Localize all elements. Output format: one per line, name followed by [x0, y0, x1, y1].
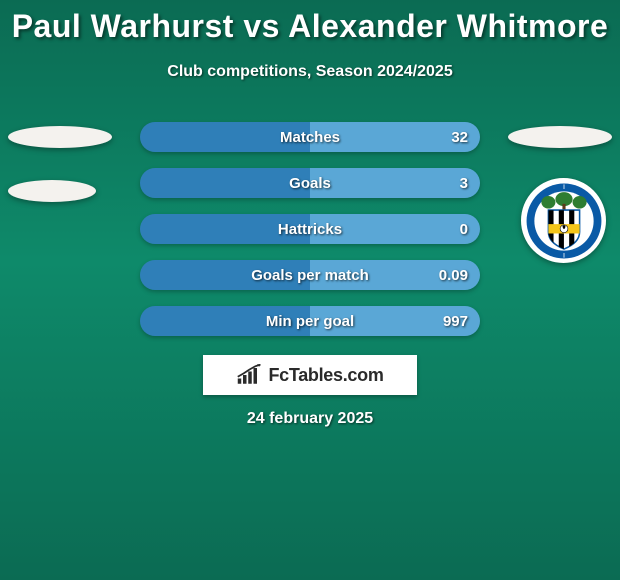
stat-pill-right [310, 122, 480, 152]
stat-pill-left [140, 168, 310, 198]
brand-box[interactable]: FcTables.com [203, 355, 417, 395]
left-placeholder-ellipse [8, 126, 112, 148]
right-placeholder-ellipse [508, 126, 612, 148]
brand-text: FcTables.com [268, 365, 383, 386]
stats-container: Matches32 Goals3 Hattricks0 Goals per match… [140, 122, 480, 352]
stat-pill-right [310, 306, 480, 336]
stat-row: Goals per match0.09 [140, 260, 480, 290]
crest-icon [525, 182, 603, 260]
stat-pill [140, 168, 480, 198]
stat-row: Goals3 [140, 168, 480, 198]
subtitle: Club competitions, Season 2024/2025 [0, 63, 620, 81]
stat-pill-right [310, 168, 480, 198]
stat-pill-right [310, 260, 480, 290]
stat-pill [140, 214, 480, 244]
page-title: Paul Warhurst vs Alexander Whitmore [0, 0, 620, 45]
team-crest-right [521, 178, 606, 263]
stat-pill [140, 306, 480, 336]
stat-pill-right [310, 214, 480, 244]
stat-pill-left [140, 260, 310, 290]
stat-pill [140, 122, 480, 152]
stat-pill-left [140, 214, 310, 244]
stat-row: Hattricks0 [140, 214, 480, 244]
stat-pill-left [140, 122, 310, 152]
brand-chart-icon [236, 364, 264, 386]
stat-pill [140, 260, 480, 290]
stat-pill-left [140, 306, 310, 336]
date-label: 24 february 2025 [0, 410, 620, 428]
stat-row: Min per goal997 [140, 306, 480, 336]
left-placeholder-ellipse [8, 180, 96, 202]
stat-row: Matches32 [140, 122, 480, 152]
